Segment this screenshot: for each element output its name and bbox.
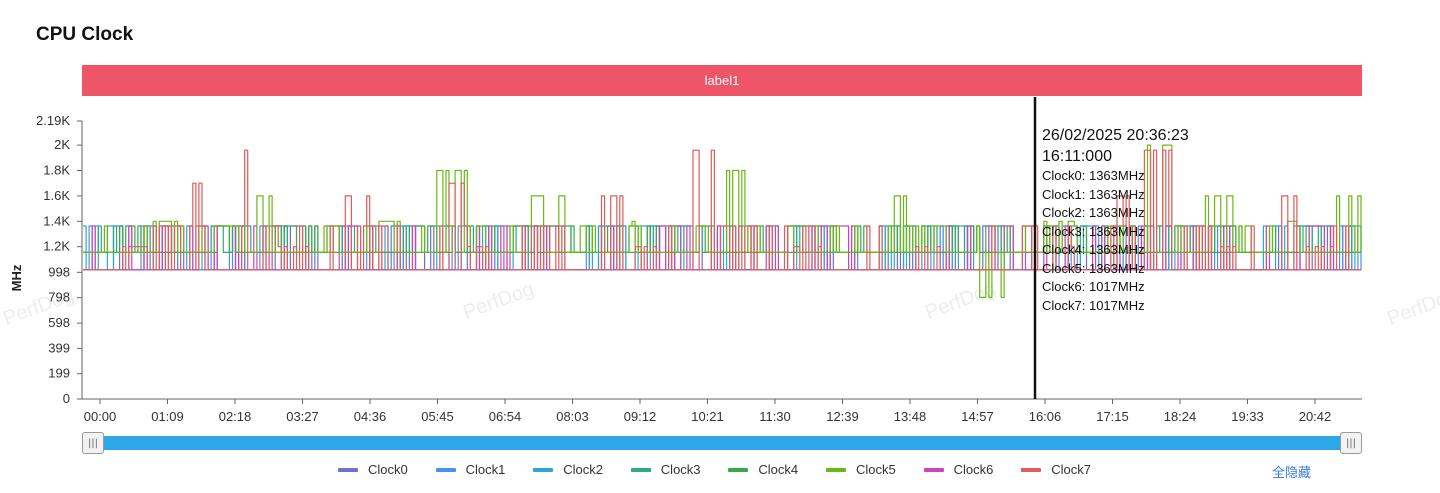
legend: Clock0 Clock1 Clock2 Clock3 Clock4 Clock5 Cloc…: [0, 462, 1440, 482]
y-tick-label: 998: [48, 264, 70, 279]
tooltip-line: Clock4: 1363MHz: [1042, 242, 1145, 257]
x-tick-label: 11:30: [759, 409, 791, 424]
y-tick-label: 0: [63, 391, 70, 406]
legend-swatch: [826, 467, 846, 472]
x-tick-label: 16:06: [1029, 409, 1062, 424]
legend-label: Clock0: [368, 462, 408, 477]
y-tick-label: 1.4K: [43, 213, 70, 228]
x-tick-label: 06:54: [489, 409, 522, 424]
legend-item-clock0[interactable]: Clock0: [338, 462, 408, 477]
hide-all-button[interactable]: 全隐藏: [1272, 465, 1312, 480]
legend-item-clock1[interactable]: Clock1: [435, 462, 506, 477]
tooltip-line: Clock3: 1363MHz: [1042, 223, 1145, 239]
label-band[interactable]: label1: [82, 65, 1362, 96]
legend-swatch: [630, 467, 651, 472]
tooltip-line: Clock6: 1017MHz: [1042, 279, 1145, 294]
y-tick-label: 199: [48, 366, 70, 381]
x-tick-label: 03:27: [286, 409, 319, 424]
slider-end-handle-icon[interactable]: |||: [1340, 432, 1362, 454]
slider-start-handle-icon[interactable]: |||: [82, 432, 104, 454]
legend-item-clock2[interactable]: Clock2: [533, 462, 603, 477]
tooltip-line: Clock7: 1017MHz: [1042, 297, 1145, 313]
y-tick-label: 798: [48, 290, 70, 305]
legend-swatch: [728, 467, 749, 472]
legend-label: Clock4: [758, 462, 799, 477]
chart-title: CPU Clock: [36, 24, 134, 45]
x-tick-label: 19:33: [1231, 409, 1264, 424]
x-tick-label: 12:39: [826, 409, 859, 424]
x-tick-label: 08:03: [556, 409, 589, 424]
legend-label: Clock7: [1051, 462, 1091, 477]
tooltip-time: 16:11:000: [1042, 148, 1112, 165]
label-band-text: label1: [704, 73, 740, 88]
y-axis-label: MHz: [9, 264, 24, 291]
y-tick-label: 2.19K: [36, 113, 70, 128]
legend-swatch: [338, 467, 358, 472]
legend-item-clock6[interactable]: Clock6: [923, 462, 994, 477]
tooltip: 26/02/2025 20:36:23 16:11:000 Clock0: 13…: [1042, 125, 1189, 315]
legend-label: Clock3: [660, 462, 701, 477]
series-line-clock7[interactable]: [83, 149, 1361, 271]
legend-swatch: [533, 467, 554, 472]
legend-swatch: [1021, 467, 1042, 472]
legend-item-clock7[interactable]: Clock7: [1021, 462, 1091, 477]
x-tick-label: 09:12: [624, 409, 657, 424]
y-tick-label: 399: [48, 340, 70, 355]
y-tick-label: 1.6K: [43, 188, 70, 203]
legend-label: Clock1: [465, 462, 506, 477]
x-tick-label: 20:42: [1299, 409, 1332, 424]
tooltip-line: Clock0: 1363MHz: [1042, 168, 1145, 183]
x-tick-label: 02:18: [219, 409, 252, 424]
range-slider[interactable]: ||| |||: [82, 432, 1362, 454]
x-tick-label: 04:36: [354, 409, 387, 424]
x-tick-label: 17:15: [1096, 409, 1129, 424]
x-tick-label: 05:45: [421, 409, 454, 424]
x-tick-label: 01:09: [151, 409, 184, 424]
y-tick-label: 1.8K: [43, 163, 70, 178]
x-tick-label: 13:48: [894, 409, 927, 424]
legend-label: Clock6: [953, 462, 994, 477]
y-tick-label: 598: [48, 315, 70, 330]
y-tick-label: 1.2K: [43, 239, 70, 254]
tooltip-line: Clock2: 1363MHz: [1042, 205, 1145, 220]
y-tick-label: 2K: [54, 137, 70, 152]
legend-item-clock4[interactable]: Clock4: [728, 462, 798, 477]
tooltip-date: 26/02/2025 20:36:23: [1042, 127, 1189, 144]
x-tick-label: 18:24: [1164, 409, 1197, 424]
legend-item-clock5[interactable]: Clock5: [826, 462, 896, 477]
x-tick-label: 00:00: [84, 409, 117, 424]
legend-item-clock3[interactable]: Clock3: [630, 462, 701, 477]
legend-label: Clock5: [856, 462, 896, 477]
tooltip-line: Clock1: 1363MHz: [1042, 186, 1145, 202]
legend-swatch: [435, 467, 456, 472]
tooltip-line: Clock5: 1363MHz: [1042, 260, 1145, 276]
x-tick-label: 10:21: [691, 409, 724, 424]
legend-label: Clock2: [563, 462, 603, 477]
slider-track[interactable]: [92, 436, 1352, 450]
legend-swatch: [923, 467, 944, 472]
x-tick-label: 14:57: [961, 409, 994, 424]
